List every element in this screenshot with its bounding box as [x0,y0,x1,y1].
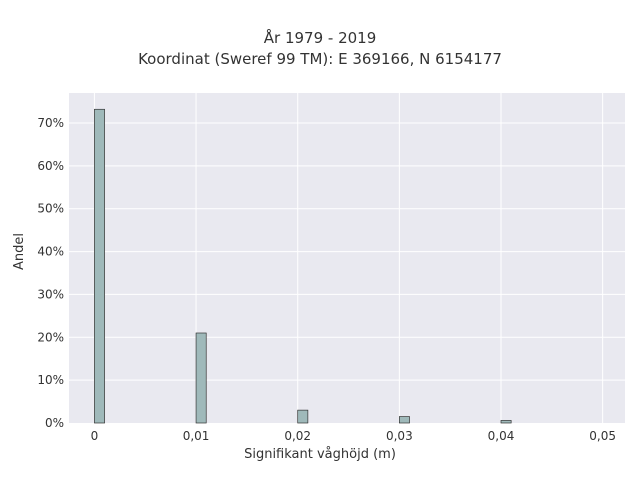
y-axis-label: Andel [12,233,27,270]
y-tick-label: 10% [37,373,64,387]
histogram-bar [500,420,512,424]
plot-area [69,93,625,423]
x-tick-label: 0,01 [183,429,210,443]
x-tick-label: 0,05 [589,429,616,443]
histogram-bar [297,409,309,424]
histogram-bar [94,108,105,424]
y-tick-label: 70% [37,116,64,130]
histogram-bar [195,332,207,424]
y-tick-label: 0% [45,416,64,430]
y-tick-label: 40% [37,245,64,259]
x-axis-ticks: 0 0,01 0,02 0,03 0,04 0,05 [91,429,616,443]
y-tick-label: 50% [37,202,64,216]
x-tick-label: 0 [91,429,99,443]
chart-title-line1: År 1979 - 2019 [263,29,377,47]
chart-title-line2: Koordinat (Sweref 99 TM): E 369166, N 61… [138,50,502,68]
y-tick-label: 30% [37,287,64,301]
x-tick-label: 0,04 [488,429,515,443]
y-tick-label: 60% [37,159,64,173]
y-tick-label: 20% [37,330,64,344]
bars-group [94,108,512,424]
x-tick-label: 0,03 [386,429,413,443]
histogram-bar [398,416,410,424]
x-tick-label: 0,02 [284,429,311,443]
y-axis-ticks: 0% 10% 20% 30% 40% 50% 60% 70% [37,116,64,430]
x-axis-label: Signifikant våghöjd (m) [244,447,396,462]
